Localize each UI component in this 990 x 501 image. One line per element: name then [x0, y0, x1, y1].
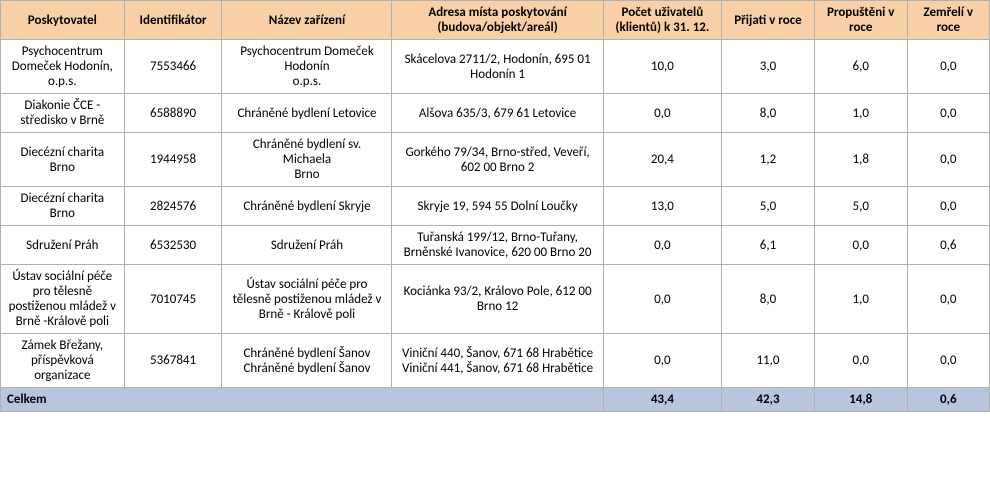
- total-admitted: 42,3: [722, 388, 815, 412]
- cell-id: 2824576: [124, 187, 222, 226]
- header-admitted: Přijati v roce: [722, 1, 815, 40]
- cell-provider: Psychocentrum Domeček Hodonín, o.p.s.: [1, 40, 125, 94]
- cell-id: 5367841: [124, 334, 222, 388]
- cell-address: Gorkého 79/34, Brno-střed, Veveří, 602 0…: [392, 133, 603, 187]
- cell-facility: Chráněné bydlení sv. MichaelaBrno: [222, 133, 392, 187]
- header-id: Identifikátor: [124, 1, 222, 40]
- cell-provider: Sdružení Práh: [1, 226, 125, 265]
- header-address: Adresa místa poskytování (budova/objekt/…: [392, 1, 603, 40]
- cell-users: 0,0: [603, 334, 721, 388]
- cell-deceased: 0,6: [907, 226, 989, 265]
- cell-users: 0,0: [603, 265, 721, 334]
- cell-deceased: 0,0: [907, 334, 989, 388]
- cell-admitted: 11,0: [722, 334, 815, 388]
- cell-facility: Psychocentrum Domeček Hodoníno.p.s.: [222, 40, 392, 94]
- header-released: Propuštěni v roce: [814, 1, 907, 40]
- cell-address: Tuřanská 199/12, Brno-Tuřany, Brněnské I…: [392, 226, 603, 265]
- cell-id: 6532530: [124, 226, 222, 265]
- cell-deceased: 0,0: [907, 133, 989, 187]
- cell-provider: Diakonie ČCE - středisko v Brně: [1, 94, 125, 133]
- table-row: Diakonie ČCE - středisko v Brně 6588890 …: [1, 94, 990, 133]
- cell-admitted: 6,1: [722, 226, 815, 265]
- total-row: Celkem 43,4 42,3 14,8 0,6: [1, 388, 990, 412]
- table-body: Psychocentrum Domeček Hodonín, o.p.s. 75…: [1, 40, 990, 412]
- table-row: Diecézní charita Brno 1944958 Chráněné b…: [1, 133, 990, 187]
- total-deceased: 0,6: [907, 388, 989, 412]
- header-row: Poskytovatel Identifikátor Název zařízen…: [1, 1, 990, 40]
- cell-facility: Chráněné bydlení Skryje: [222, 187, 392, 226]
- cell-admitted: 8,0: [722, 265, 815, 334]
- cell-provider: Zámek Břežany, příspěvková organizace: [1, 334, 125, 388]
- cell-facility: Ústav sociální péče pro tělesně postižen…: [222, 265, 392, 334]
- cell-admitted: 5,0: [722, 187, 815, 226]
- total-released: 14,8: [814, 388, 907, 412]
- cell-provider: Diecézní charita Brno: [1, 133, 125, 187]
- cell-address: Viniční 440, Šanov, 671 68 HraběticeVini…: [392, 334, 603, 388]
- header-deceased: Zemřelí v roce: [907, 1, 989, 40]
- cell-released: 5,0: [814, 187, 907, 226]
- cell-deceased: 0,0: [907, 265, 989, 334]
- cell-released: 0,0: [814, 226, 907, 265]
- cell-released: 6,0: [814, 40, 907, 94]
- table-row: Ústav sociální péče pro tělesně postižen…: [1, 265, 990, 334]
- cell-deceased: 0,0: [907, 40, 989, 94]
- cell-users: 0,0: [603, 226, 721, 265]
- cell-facility: Chráněné bydlení ŠanovChráněné bydlení Š…: [222, 334, 392, 388]
- cell-deceased: 0,0: [907, 94, 989, 133]
- cell-users: 20,4: [603, 133, 721, 187]
- cell-released: 0,0: [814, 334, 907, 388]
- cell-facility: Sdružení Práh: [222, 226, 392, 265]
- cell-id: 1944958: [124, 133, 222, 187]
- cell-facility: Chráněné bydlení Letovice: [222, 94, 392, 133]
- cell-admitted: 8,0: [722, 94, 815, 133]
- header-users: Počet uživatelů (klientů) k 31. 12.: [603, 1, 721, 40]
- data-table: Poskytovatel Identifikátor Název zařízen…: [0, 0, 990, 412]
- cell-provider: Diecézní charita Brno: [1, 187, 125, 226]
- cell-id: 7553466: [124, 40, 222, 94]
- cell-id: 6588890: [124, 94, 222, 133]
- cell-released: 1,0: [814, 265, 907, 334]
- cell-released: 1,0: [814, 94, 907, 133]
- cell-provider: Ústav sociální péče pro tělesně postižen…: [1, 265, 125, 334]
- cell-deceased: 0,0: [907, 187, 989, 226]
- header-provider: Poskytovatel: [1, 1, 125, 40]
- cell-id: 7010745: [124, 265, 222, 334]
- cell-users: 10,0: [603, 40, 721, 94]
- cell-address: Kociánka 93/2, Královo Pole, 612 00 Brno…: [392, 265, 603, 334]
- cell-released: 1,8: [814, 133, 907, 187]
- table-row: Sdružení Práh 6532530 Sdružení Práh Tuřa…: [1, 226, 990, 265]
- cell-address: Skryje 19, 594 55 Dolní Loučky: [392, 187, 603, 226]
- table-row: Psychocentrum Domeček Hodonín, o.p.s. 75…: [1, 40, 990, 94]
- cell-admitted: 1,2: [722, 133, 815, 187]
- total-users: 43,4: [603, 388, 721, 412]
- cell-address: Alšova 635/3, 679 61 Letovice: [392, 94, 603, 133]
- table-row: Diecézní charita Brno 2824576 Chráněné b…: [1, 187, 990, 226]
- cell-users: 13,0: [603, 187, 721, 226]
- cell-admitted: 3,0: [722, 40, 815, 94]
- cell-address: Skácelova 2711/2, Hodonín, 695 01 Hodoní…: [392, 40, 603, 94]
- table-row: Zámek Břežany, příspěvková organizace 53…: [1, 334, 990, 388]
- cell-users: 0,0: [603, 94, 721, 133]
- total-label: Celkem: [1, 388, 604, 412]
- header-facility: Název zařízení: [222, 1, 392, 40]
